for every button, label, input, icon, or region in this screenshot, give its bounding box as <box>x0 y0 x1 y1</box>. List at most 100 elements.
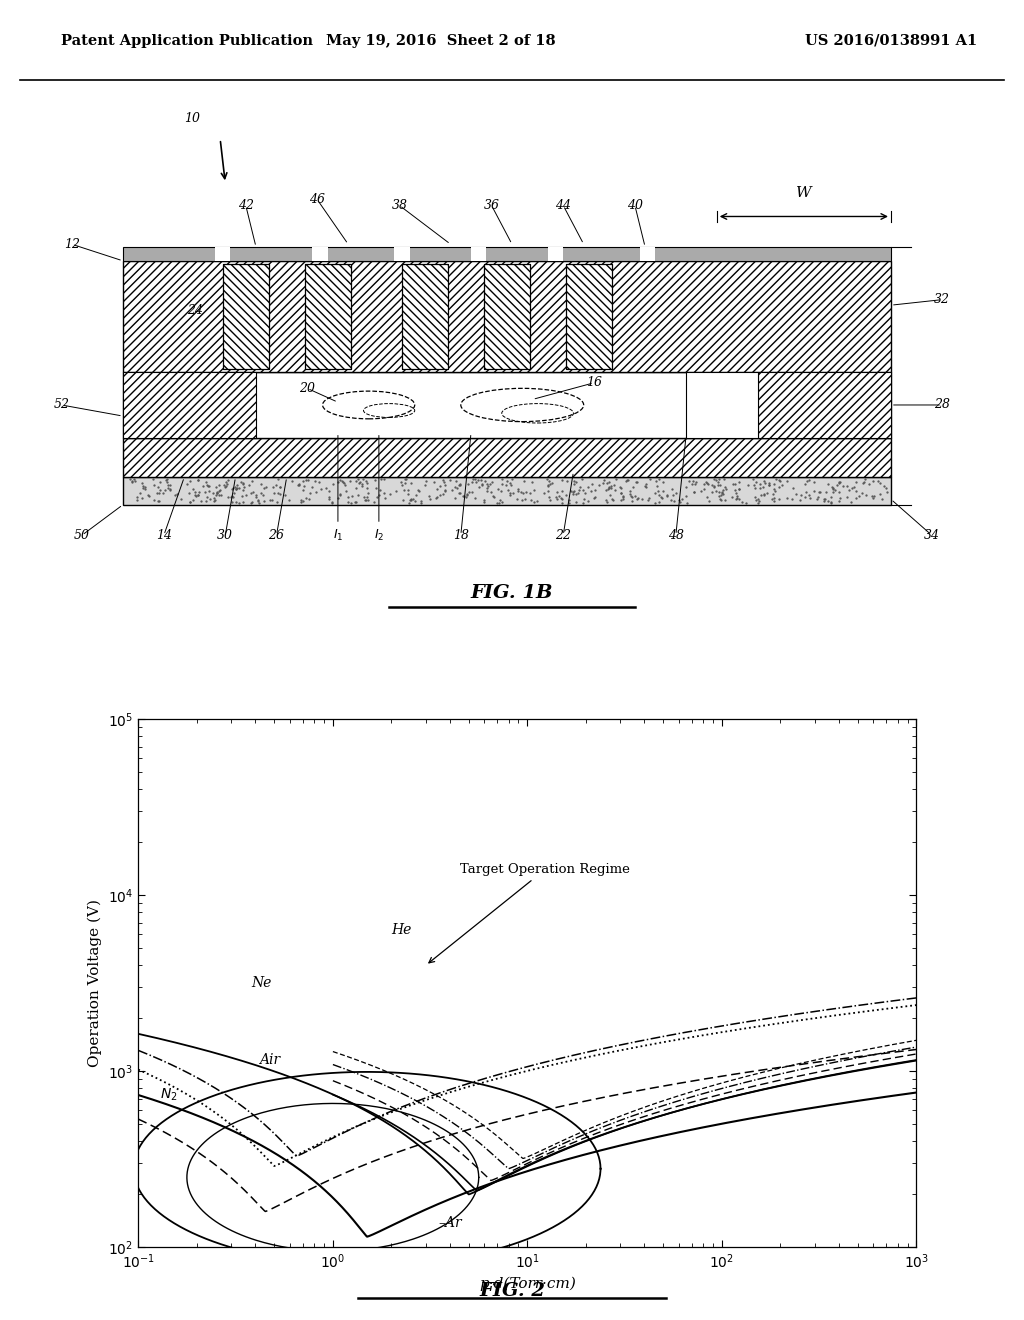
Point <box>503 474 519 495</box>
Point <box>518 482 535 503</box>
Bar <box>758 372 891 438</box>
Text: –Ar: –Ar <box>438 1216 462 1230</box>
Point <box>162 478 178 499</box>
Point <box>865 486 882 507</box>
Point <box>339 487 355 508</box>
Point <box>160 478 176 499</box>
Point <box>752 478 768 499</box>
Point <box>801 484 817 506</box>
Point <box>831 487 848 508</box>
Point <box>647 492 664 513</box>
Point <box>213 484 229 506</box>
Point <box>640 487 656 508</box>
Point <box>152 491 168 512</box>
Point <box>733 492 750 513</box>
Point <box>492 492 508 513</box>
Point <box>554 470 570 491</box>
Point <box>467 469 483 490</box>
Point <box>392 471 409 492</box>
Point <box>256 478 272 499</box>
Point <box>542 474 558 495</box>
Point <box>324 492 340 513</box>
Point <box>208 484 224 506</box>
Point <box>182 491 199 512</box>
Point <box>514 490 530 511</box>
Text: FIG. 2: FIG. 2 <box>479 1282 545 1300</box>
Point <box>715 483 731 504</box>
Point <box>268 491 285 512</box>
Point <box>232 471 249 492</box>
Point <box>412 480 428 502</box>
Point <box>570 480 587 502</box>
Bar <box>484 264 530 370</box>
Point <box>308 480 325 502</box>
Point <box>712 488 728 510</box>
Point <box>756 483 772 504</box>
Point <box>877 475 893 496</box>
Point <box>648 471 665 492</box>
Point <box>442 469 459 490</box>
Point <box>568 483 585 504</box>
Point <box>492 490 508 511</box>
Point <box>540 480 556 502</box>
Point <box>368 470 384 491</box>
Point <box>542 490 558 511</box>
Point <box>354 469 371 490</box>
Point <box>872 473 889 494</box>
Point <box>541 487 557 508</box>
Bar <box>223 264 268 370</box>
Point <box>638 473 654 494</box>
Point <box>598 473 614 494</box>
Point <box>198 471 214 492</box>
Point <box>267 475 284 496</box>
Point <box>136 478 153 499</box>
Point <box>211 484 227 506</box>
Point <box>766 490 782 511</box>
Point <box>601 477 617 498</box>
Point <box>560 492 577 513</box>
Point <box>474 474 490 495</box>
Point <box>830 473 847 494</box>
Point <box>244 470 260 491</box>
Point <box>194 490 210 511</box>
Text: 22: 22 <box>555 529 571 541</box>
Point <box>768 469 784 490</box>
Point <box>835 475 851 496</box>
Point <box>746 477 763 498</box>
Point <box>602 475 618 496</box>
Point <box>456 486 472 507</box>
Point <box>647 483 664 504</box>
Point <box>621 470 637 491</box>
Point <box>811 482 827 503</box>
Point <box>483 480 500 502</box>
Point <box>301 482 317 503</box>
Point <box>340 491 356 512</box>
Point <box>731 471 748 492</box>
Point <box>708 480 724 502</box>
Point <box>560 490 577 511</box>
Point <box>623 486 639 507</box>
Point <box>700 491 717 512</box>
Point <box>376 469 392 490</box>
Point <box>332 483 348 504</box>
Point <box>541 474 557 495</box>
Point <box>122 469 138 490</box>
Point <box>224 478 241 499</box>
Point <box>410 479 426 500</box>
Point <box>792 490 808 511</box>
Point <box>810 487 826 508</box>
Text: 40: 40 <box>627 199 643 213</box>
Point <box>580 490 596 511</box>
Point <box>135 477 152 498</box>
Point <box>738 492 755 513</box>
Bar <box>484 264 530 370</box>
Text: $I_2$: $I_2$ <box>374 528 384 543</box>
Point <box>218 475 234 496</box>
Point <box>706 475 722 496</box>
Point <box>404 488 421 510</box>
Point <box>761 475 777 496</box>
Point <box>612 482 629 503</box>
Point <box>625 487 641 508</box>
Point <box>513 482 529 503</box>
Point <box>522 483 539 504</box>
